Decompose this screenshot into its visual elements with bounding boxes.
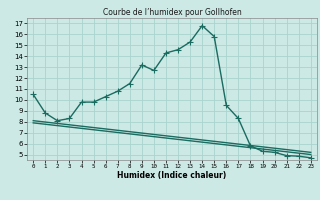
- X-axis label: Humidex (Indice chaleur): Humidex (Indice chaleur): [117, 171, 227, 180]
- Title: Courbe de l’humidex pour Gollhofen: Courbe de l’humidex pour Gollhofen: [103, 8, 241, 17]
